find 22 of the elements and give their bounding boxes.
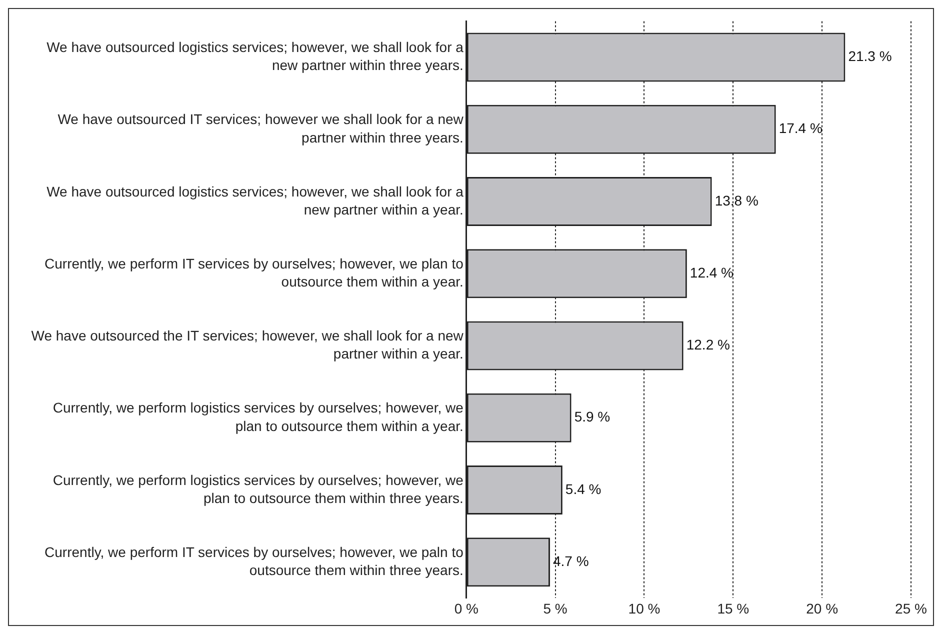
y-tick-label: We have outsourced logistics services; however, we shall look for a new partner within three years. [46, 39, 464, 74]
x-tick-label: 20 % [806, 600, 838, 616]
y-tick-label: Currently, we perform IT services by ourselves; however, we paln to outsource them within three years. [44, 544, 464, 578]
data-label: 12.4 % [690, 264, 734, 280]
data-label: 12.2 % [686, 336, 730, 353]
x-tick-label: 5 % [543, 600, 568, 616]
data-label: 5.9 % [574, 408, 610, 425]
x-tick-label: 25 % [895, 600, 927, 616]
y-tick-label: We have outsourced logistics services; however, we shall look for a new partner within a year. [46, 183, 464, 218]
y-tick-label: Currently, we perform logistics services by ourselves; however, we plan to outsource them within three years. [52, 472, 464, 506]
y-tick-label: Currently, we perform logistics services by ourselves; however, we plan to outsource them within a year. [52, 400, 464, 434]
y-tick-label: Currently, we perform IT services by ourselves; however, we plan to outsource them within a year. [44, 255, 464, 290]
x-tick-label: 15 % [717, 600, 750, 616]
y-tick-label: We have outsourced IT services; however we shall look for a new partner within three years. [58, 111, 464, 146]
x-tick-label: 0 % [454, 600, 478, 616]
data-label: 21.3 % [848, 48, 892, 64]
y-tick-label: We have outsourced the IT services; however, we shall look for a new partner within a year. [31, 328, 464, 362]
data-label: 4.7 % [552, 552, 589, 569]
data-label: 13.8 % [714, 192, 758, 208]
data-label: 17.4 % [778, 120, 822, 136]
data-label: 5.4 % [565, 480, 602, 497]
x-tick-label: 10 % [628, 600, 660, 616]
